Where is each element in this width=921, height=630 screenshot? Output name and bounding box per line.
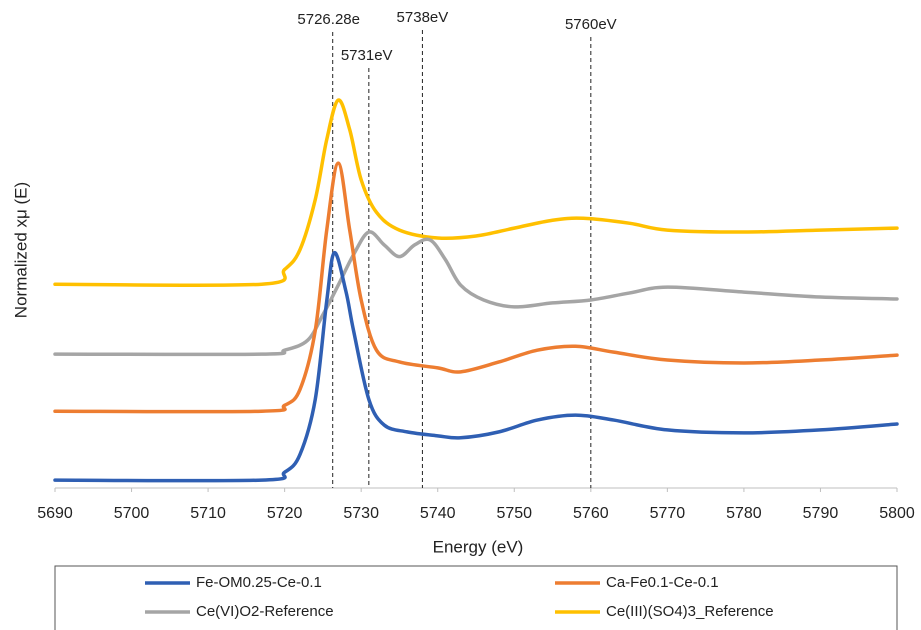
x-tick-label: 5700: [114, 505, 150, 522]
x-tick-label: 5710: [190, 505, 226, 522]
x-tick-label: 5720: [267, 505, 303, 522]
x-tick-label: 5750: [496, 505, 532, 522]
reference-label: 5731eV: [341, 47, 393, 64]
x-tick-label: 5790: [803, 505, 839, 522]
x-tick-label: 5770: [650, 505, 686, 522]
x-axis-label: Energy (eV): [433, 537, 524, 556]
x-tick-label: 5760: [573, 505, 609, 522]
series-line: [53, 161, 899, 414]
x-tick-label: 5800: [879, 505, 915, 522]
legend-label: Fe-OM0.25-Ce-0.1: [196, 574, 322, 591]
reference-label: 5726.28e: [297, 11, 360, 28]
series-line: [53, 98, 899, 288]
x-tick-label: 5730: [343, 505, 379, 522]
legend-label: Ce(III)(SO4)3_Reference: [606, 603, 774, 620]
legend-label: Ce(VI)O2-Reference: [196, 603, 334, 620]
series-line: [53, 250, 899, 483]
x-tick-label: 5740: [420, 505, 456, 522]
x-tick-label: 5780: [726, 505, 762, 522]
legend-label: Ca-Fe0.1-Ce-0.1: [606, 574, 719, 591]
x-tick-label: 5690: [37, 505, 73, 522]
reference-label: 5738eV: [397, 9, 449, 26]
y-axis-label: Normalized xμ (E): [11, 182, 30, 318]
reference-label: 5760eV: [565, 16, 617, 33]
series-line: [53, 230, 899, 357]
legend-box: [54, 565, 898, 630]
